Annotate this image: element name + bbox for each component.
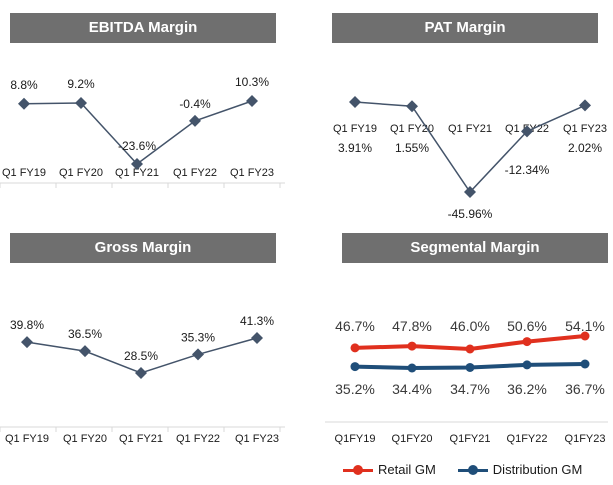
data-point — [135, 367, 147, 379]
data-label: 28.5% — [124, 349, 158, 363]
x-tick-label: Q1 FY19 — [2, 167, 46, 179]
data-label: 46.0% — [450, 318, 490, 334]
data-point — [189, 114, 201, 127]
data-label: 3.91% — [338, 141, 372, 155]
data-point — [246, 95, 258, 107]
data-label: 35.3% — [181, 330, 215, 344]
x-tick-label: Q1FY23 — [565, 433, 606, 445]
data-point — [580, 331, 590, 341]
data-point — [251, 332, 263, 344]
x-tick-label: Q1 FY21 — [448, 123, 492, 135]
x-tick-label: Q1 FY19 — [5, 433, 49, 445]
data-point — [79, 345, 91, 358]
data-point — [131, 158, 143, 170]
x-tick-label: Q1 FY20 — [59, 167, 103, 179]
x-tick-label: Q1FY19 — [335, 433, 376, 445]
data-point — [580, 359, 590, 369]
gross-margin-title: Gross Margin — [10, 233, 276, 263]
data-label: 36.5% — [68, 327, 102, 341]
data-point — [350, 362, 360, 372]
data-label: 34.4% — [392, 381, 432, 397]
x-tick-label: Q1 FY21 — [119, 433, 163, 445]
data-label: -12.34% — [505, 163, 550, 177]
legend-label-distribution: Distribution GM — [492, 462, 583, 477]
data-label: 41.3% — [240, 314, 274, 328]
series-line — [354, 101, 586, 194]
data-point — [406, 100, 418, 113]
legend-label-retail: Retail GM — [378, 462, 436, 477]
data-point — [465, 344, 475, 354]
x-tick-label: Q1FY20 — [392, 433, 433, 445]
legend-item-retail: Retail GM — [343, 462, 436, 477]
x-tick-label: Q1 FY19 — [333, 123, 377, 135]
data-label: -23.6% — [118, 139, 156, 153]
segmental-margin-panel: Segmental Margin — [300, 230, 613, 485]
data-point — [465, 362, 475, 372]
x-tick-label: Q1 FY20 — [390, 123, 434, 135]
x-tick-label: Q1 FY23 — [563, 123, 607, 135]
data-label: 36.2% — [507, 381, 547, 397]
data-point — [18, 97, 30, 110]
ebitda-margin-title: EBITDA Margin — [10, 13, 276, 43]
x-tick-label: Q1 FY23 — [235, 433, 279, 445]
data-label: 2.02% — [568, 141, 602, 155]
legend-swatch-distribution — [457, 463, 488, 477]
data-point — [350, 343, 360, 353]
segmental-legend: Retail GM Distribution GM — [343, 462, 604, 477]
x-tick-label: Q1FY21 — [450, 433, 491, 445]
data-label: 54.1% — [565, 318, 605, 334]
ebitda-margin-panel: EBITDA Margin — [0, 0, 300, 240]
x-tick-label: Q1 FY22 — [173, 167, 217, 179]
data-point — [579, 99, 591, 112]
pat-margin-title: PAT Margin — [332, 13, 598, 43]
segmental-margin-title: Segmental Margin — [342, 233, 608, 263]
data-label: 34.7% — [450, 381, 490, 397]
data-label: 1.55% — [395, 141, 429, 155]
gross-margin-panel: Gross Margin — [0, 230, 300, 485]
x-tick-label: Q1 FY20 — [63, 433, 107, 445]
data-label: 46.7% — [335, 318, 375, 334]
data-label: 39.8% — [10, 318, 44, 332]
data-point — [407, 341, 417, 351]
data-label: 50.6% — [507, 318, 547, 334]
data-label: 35.2% — [335, 381, 375, 397]
data-label: -0.4% — [179, 97, 211, 111]
data-label: 36.7% — [565, 381, 605, 397]
data-point — [521, 125, 533, 138]
series-line — [23, 100, 253, 166]
data-label: 8.8% — [10, 78, 38, 92]
data-point — [522, 337, 532, 347]
x-tick-label: Q1 FY21 — [115, 167, 159, 179]
data-point — [192, 348, 204, 361]
data-point — [522, 360, 532, 370]
legend-swatch-retail — [343, 463, 373, 477]
data-point — [464, 186, 476, 198]
data-label: 10.3% — [235, 75, 269, 89]
data-label: 47.8% — [392, 318, 432, 334]
x-tick-label: Q1FY22 — [507, 433, 548, 445]
data-point — [349, 96, 361, 108]
x-tick-label: Q1 FY22 — [176, 433, 220, 445]
pat-margin-panel: PAT Margin — [300, 0, 613, 240]
data-point — [75, 97, 87, 110]
legend-item-distribution: Distribution GM — [457, 462, 583, 477]
data-label: -45.96% — [448, 207, 493, 221]
data-point — [407, 363, 417, 373]
data-point — [21, 336, 33, 349]
x-tick-label: Q1 FY23 — [230, 167, 274, 179]
data-label: 9.2% — [67, 77, 95, 91]
